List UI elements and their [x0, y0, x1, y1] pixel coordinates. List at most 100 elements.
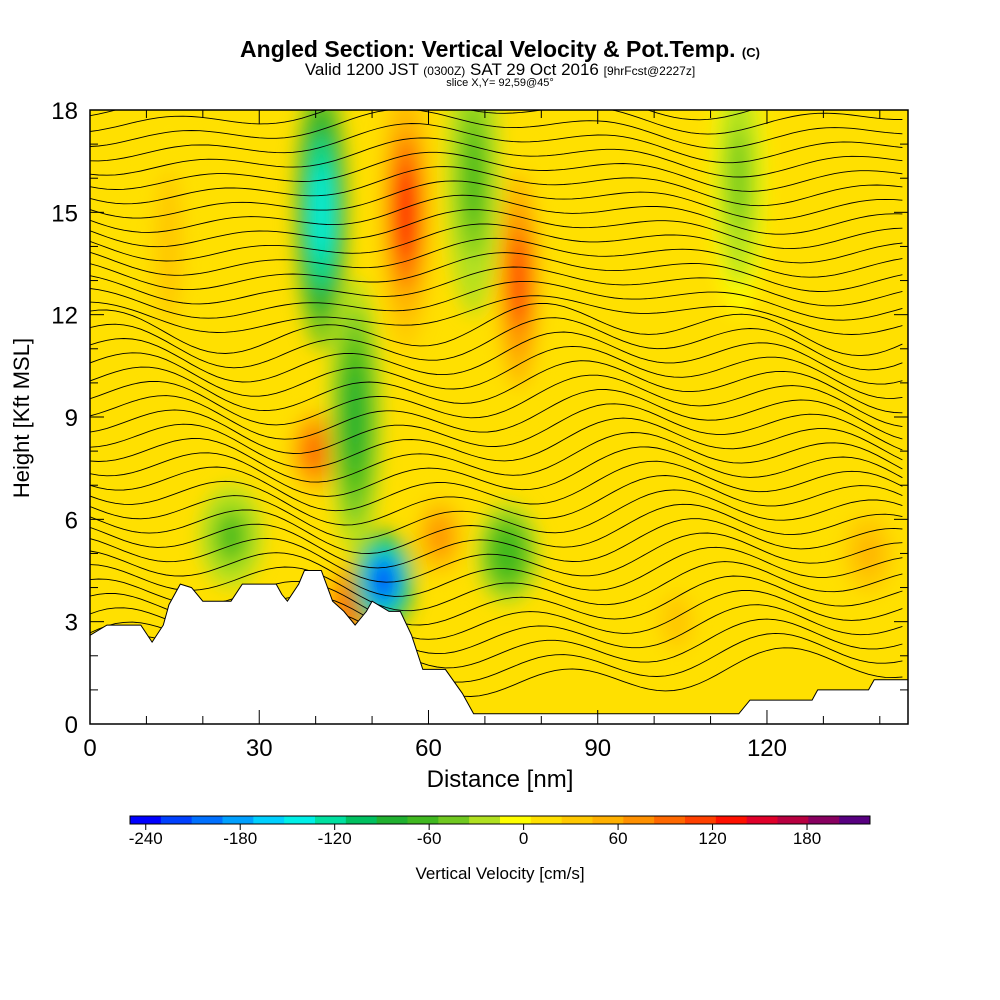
- isentrope-20: [90, 360, 903, 414]
- updraft-cell-5: [857, 535, 880, 572]
- colorbar-swatch-20: [746, 816, 778, 824]
- isentrope-23: [90, 317, 903, 371]
- y-tick-label-3: 3: [65, 610, 78, 637]
- colorbar-swatch-21: [777, 816, 809, 824]
- isentrope-30: [90, 223, 903, 264]
- y-tick-label-18: 18: [51, 98, 78, 125]
- colorbar-swatch-5: [284, 816, 316, 824]
- valid-time: Valid 1200 JST (0300Z) SAT 29 Oct 2016 […: [304, 60, 696, 79]
- colorbar-swatch-19: [715, 816, 748, 824]
- isentrope-32: [90, 194, 903, 235]
- isentrope-34: [90, 166, 903, 207]
- chart-title: Angled Section: Vertical Velocity & Pot.…: [240, 36, 760, 62]
- colorbar-tick-label-0: 0: [519, 829, 528, 848]
- isentrope-35: [90, 151, 903, 192]
- forecast-tag: [9hrFcst@2227z]: [603, 64, 696, 78]
- isentrope-11: [90, 489, 903, 540]
- isentrope-36: [90, 137, 903, 178]
- colorbar-swatch-8: [376, 816, 408, 824]
- colorbar-tick-label--60: -60: [417, 829, 442, 848]
- isentrope-6: [90, 561, 903, 612]
- downdraft-cell-8: [311, 164, 331, 261]
- colorbar-swatch-9: [407, 816, 439, 824]
- isentrope-10: [90, 503, 903, 554]
- colorbar-swatch-14: [561, 816, 593, 824]
- axes: 0 30 60 90 120 0 3 6 9 12 15 18: [51, 98, 908, 762]
- colorbar-swatch-7: [345, 816, 378, 824]
- colorbar-swatch-10: [438, 816, 470, 824]
- x-tick-label-120: 120: [747, 735, 787, 762]
- isentrope-7: [90, 546, 903, 597]
- colorbar-tick-label--120: -120: [318, 829, 352, 848]
- x-tick-label-30: 30: [246, 735, 273, 762]
- isentrope-22: [90, 331, 903, 385]
- colorbar-tick-label-120: 120: [698, 829, 726, 848]
- colorbar-swatch-3: [222, 816, 254, 824]
- downdraft-cell-11: [496, 535, 519, 572]
- y-axis-title: Height [Kft MSL]: [9, 337, 34, 499]
- updraft-cell-1: [509, 232, 529, 329]
- downdraft-cell-12: [219, 518, 243, 555]
- colorbar-swatch-18: [685, 816, 717, 824]
- colorbar-frame: [129, 815, 871, 825]
- updraft-cell-7: [665, 603, 688, 640]
- x-tick-label-60: 60: [415, 735, 442, 762]
- x-tick-label-0: 0: [83, 735, 96, 762]
- valid-utc: (0300Z): [423, 64, 466, 78]
- colorbar-tick-label-60: 60: [609, 829, 628, 848]
- x-tick-label-90: 90: [584, 735, 611, 762]
- colorbar-swatch-6: [315, 816, 347, 824]
- isentrope-28: [90, 252, 903, 292]
- isentrope-31: [90, 209, 903, 250]
- slice-info: slice X,Y= 92,59@45°: [446, 77, 554, 89]
- y-tick-label-15: 15: [51, 200, 78, 227]
- isentrope-9: [90, 518, 903, 569]
- colorbar-swatch-11: [469, 816, 501, 824]
- isentrope-21: [90, 345, 903, 399]
- isentrope-8: [90, 532, 903, 583]
- colorbar-swatch-22: [808, 816, 840, 824]
- isentrope-26: [90, 280, 903, 321]
- y-tick-label-9: 9: [65, 405, 78, 432]
- colorbar-swatch-12: [500, 816, 532, 824]
- colorbar-tick-label--180: -180: [223, 829, 257, 848]
- isentrope-16: [90, 417, 903, 469]
- colorbar-tick-label-180: 180: [793, 829, 821, 848]
- isentrope-17: [90, 403, 903, 454]
- isentrope-13: [90, 460, 903, 512]
- isentrope-38: [90, 110, 903, 149]
- downdraft-cell-14: [729, 130, 749, 227]
- colorbar: -240 -180 -120 -60 0 60 120 180: [129, 815, 871, 848]
- unit-tag: (C): [741, 45, 760, 60]
- isentrope-19: [90, 374, 903, 428]
- colorbar-swatch-23: [839, 816, 871, 824]
- terrain: [89, 570, 909, 725]
- x-axis-title: Distance [nm]: [426, 766, 574, 793]
- y-tick-label-6: 6: [65, 507, 78, 534]
- downdraft-cell-13: [464, 130, 484, 227]
- isentrope-14: [90, 446, 903, 497]
- colorbar-swatch-2: [191, 816, 223, 824]
- updraft-cell-4: [428, 518, 451, 555]
- isentrope-41: [90, 66, 902, 105]
- isentrope-15: [90, 432, 903, 483]
- isentrope-37: [90, 123, 903, 164]
- colorbar-swatch-4: [253, 816, 285, 824]
- y-tick-label-12: 12: [51, 303, 78, 330]
- colorbar-swatch-15: [592, 816, 624, 824]
- colorbar-tick-label--240: -240: [129, 829, 163, 848]
- downdraft-cell-9: [372, 562, 395, 599]
- isentrope-33: [90, 180, 903, 221]
- isentrope-27: [90, 266, 903, 307]
- colorbar-title: Vertical Velocity [cm/s]: [415, 864, 585, 883]
- colorbar-swatch-0: [130, 816, 162, 824]
- colorbar-swatch-1: [160, 816, 193, 824]
- isentrope-18: [90, 389, 903, 440]
- colorbar-swatch-17: [654, 816, 686, 824]
- isentrope-12: [90, 475, 903, 526]
- y-tick-label-0: 0: [65, 712, 78, 739]
- isentrope-29: [90, 237, 903, 278]
- colorbar-swatch-16: [623, 816, 655, 824]
- isentrope-24: [90, 302, 903, 357]
